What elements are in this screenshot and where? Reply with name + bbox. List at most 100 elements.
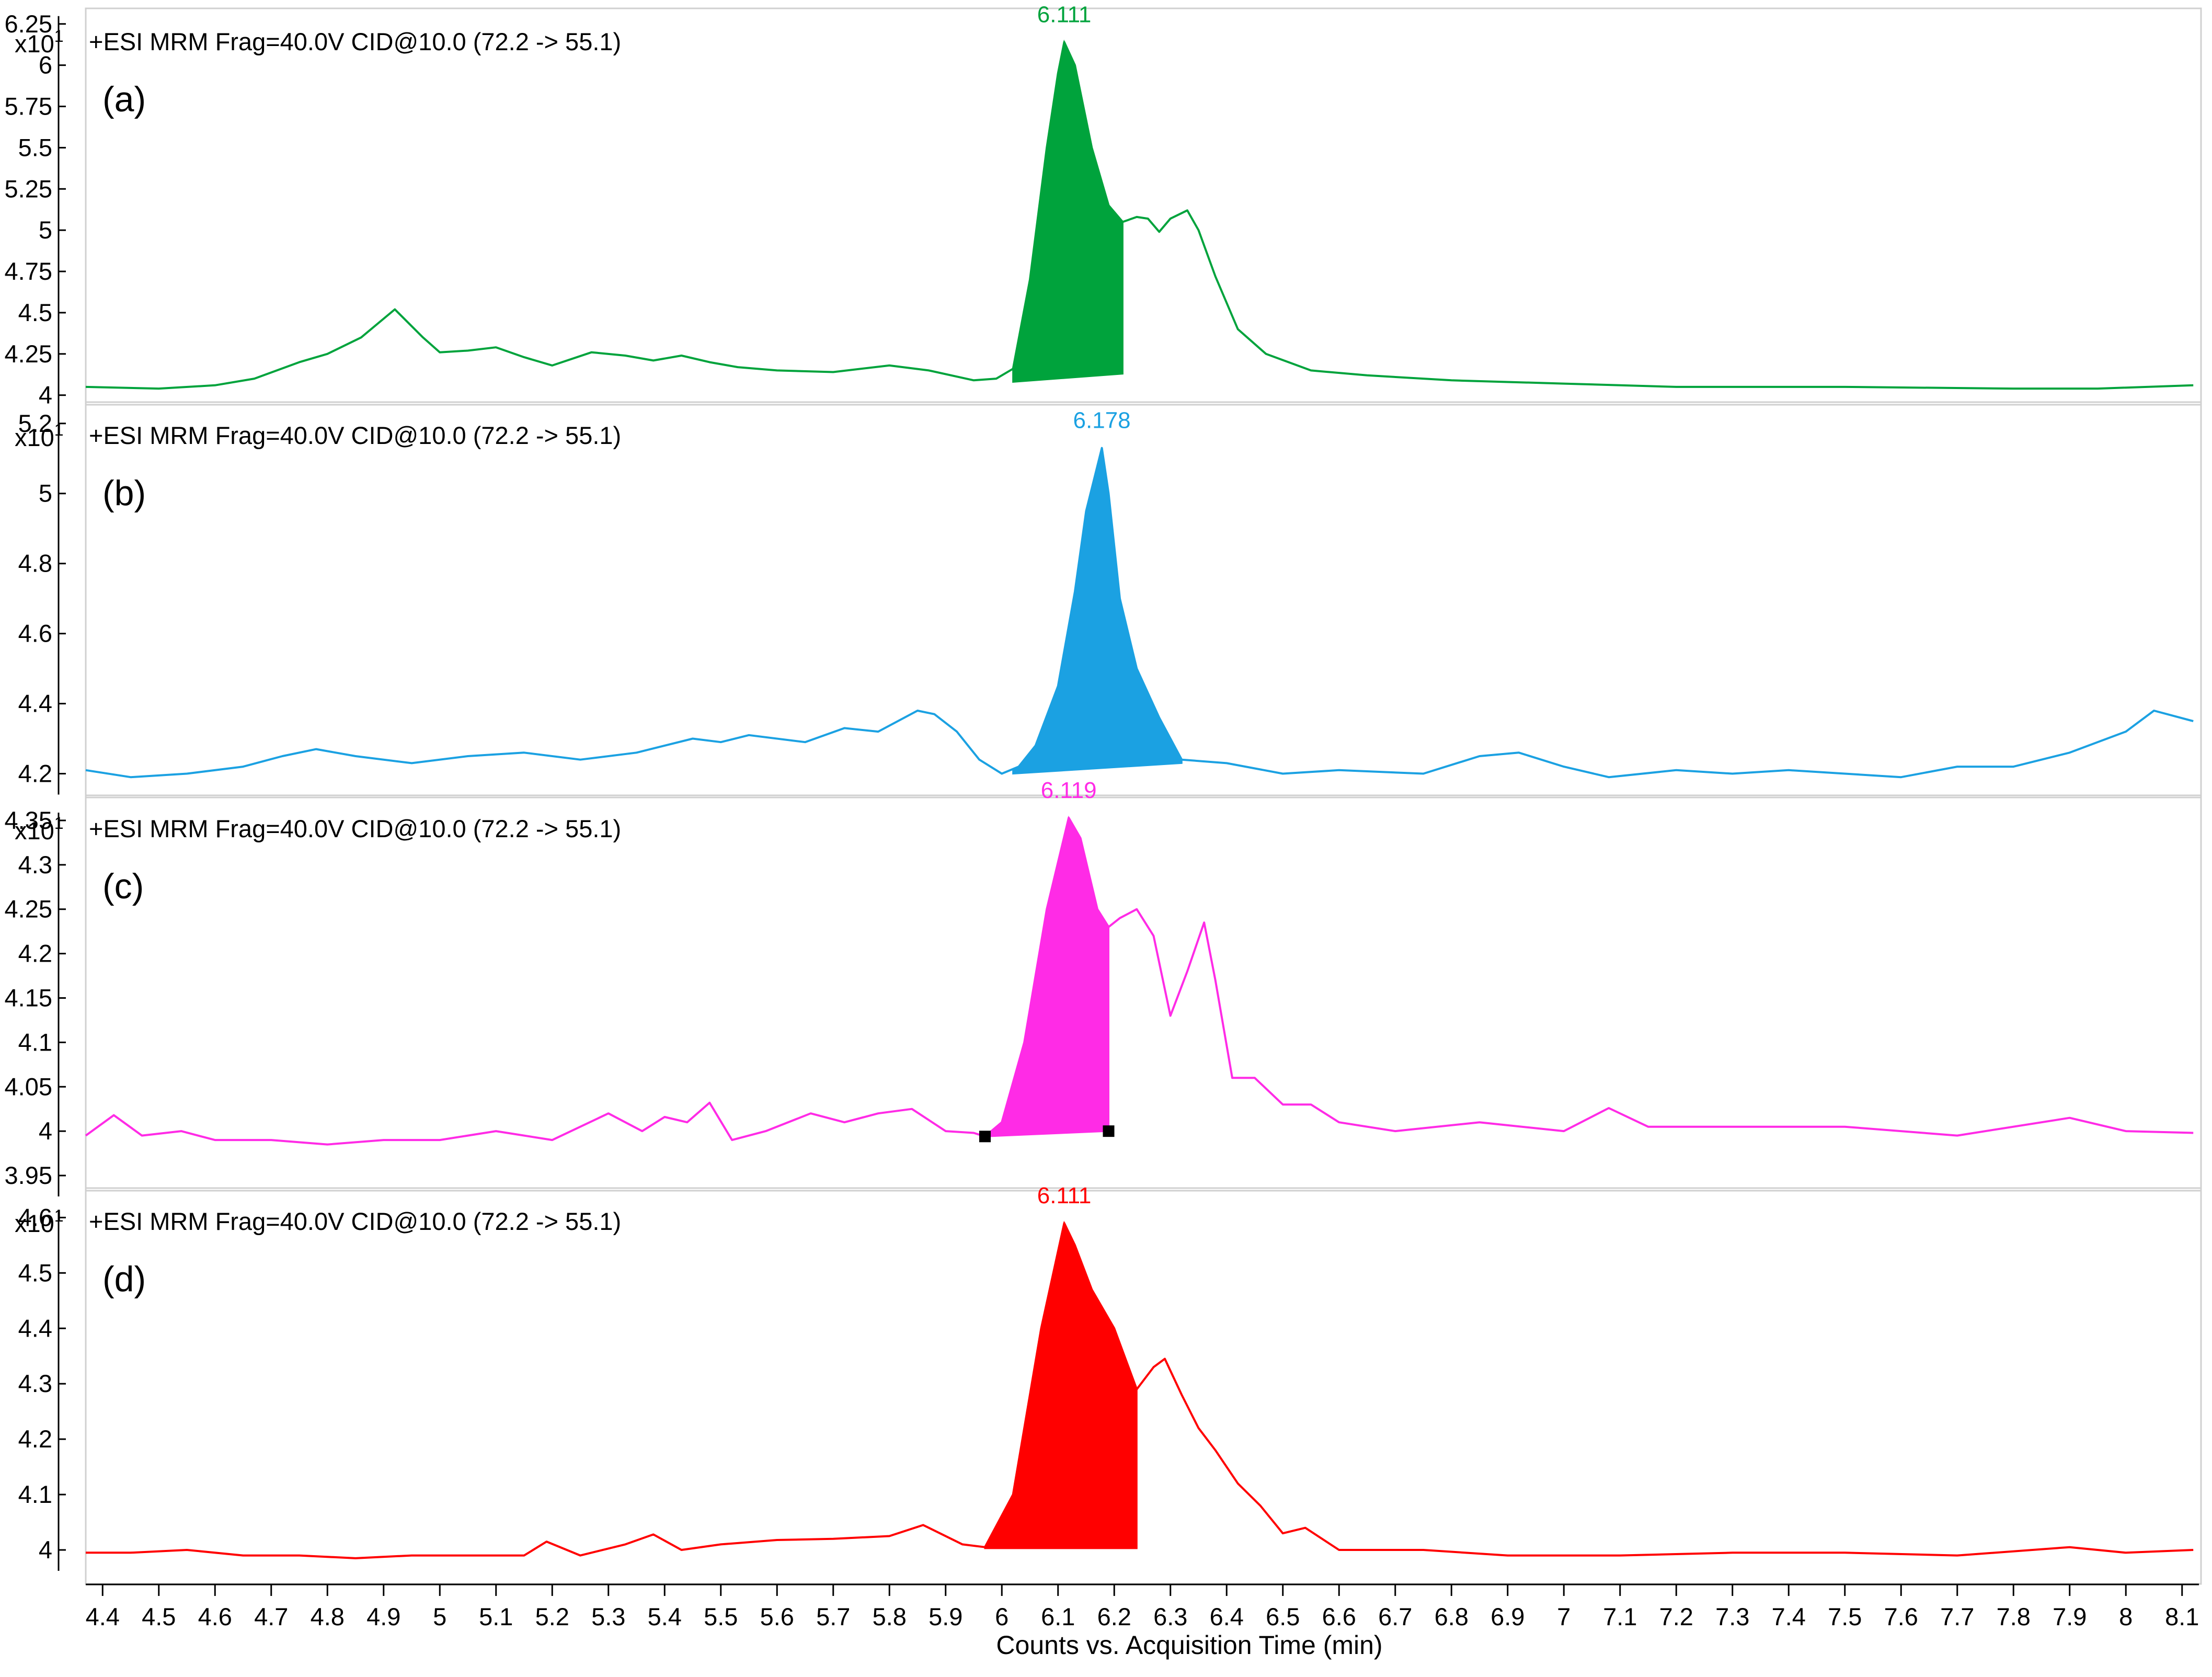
x-tick-label: 5.7 (816, 1603, 850, 1630)
x-tick-label: 7.8 (1997, 1603, 2031, 1630)
x-tick-label: 5 (433, 1603, 446, 1630)
scan-title: +ESI MRM Frag=40.0V CID@10.0 (72.2 -> 55… (89, 1207, 621, 1235)
panel-frame (85, 794, 2202, 1192)
chromatogram-trace (85, 447, 2194, 779)
panel-frame (85, 1187, 2202, 1585)
y-tick-label: 4.2 (18, 760, 52, 788)
x-axis-label: Counts vs. Acquisition Time (min) (996, 1630, 1382, 1660)
y-multiplier: x101 (15, 814, 64, 845)
y-tick-label: 5.25 (5, 175, 52, 202)
y-tick-label: 4.25 (5, 895, 52, 923)
x-tick-label: 6.9 (1491, 1603, 1525, 1630)
x-tick-label: 6.3 (1153, 1603, 1187, 1630)
x-tick-label: 7.5 (1828, 1603, 1862, 1630)
y-tick-label: 3.95 (5, 1161, 52, 1189)
x-tick-label: 6.8 (1435, 1603, 1469, 1630)
x-tick-label: 5.9 (929, 1603, 962, 1630)
y-multiplier-exponent: 1 (54, 814, 64, 832)
x-tick-label: 5.6 (760, 1603, 794, 1630)
x-tick-label: 7.4 (1772, 1603, 1806, 1630)
scan-title: +ESI MRM Frag=40.0V CID@10.0 (72.2 -> 55… (89, 28, 621, 55)
baseline-marker (1103, 1125, 1115, 1137)
y-tick-label: 4.75 (5, 257, 52, 285)
panel-label: (a) (102, 79, 146, 119)
y-tick-label: 4 (39, 381, 52, 409)
y-tick-label: 4.25 (5, 340, 52, 368)
x-tick-label: 7.2 (1659, 1603, 1693, 1630)
x-tick-label: 5.4 (648, 1603, 682, 1630)
peak-retention-label: 6.111 (1037, 2, 1092, 27)
integrated-peak-area (982, 815, 1109, 1137)
y-multiplier-base: x10 (15, 817, 54, 845)
y-tick-label: 4.4 (18, 690, 52, 717)
x-tick-label: 8.1 (2165, 1603, 2199, 1630)
x-tick-label: 7.6 (1884, 1603, 1918, 1630)
x-tick-label: 6.6 (1322, 1603, 1356, 1630)
y-tick-label: 4.5 (18, 299, 52, 326)
y-tick-label: 5.5 (18, 133, 52, 161)
y-tick-label: 6 (39, 51, 52, 79)
y-multiplier: x101 (15, 420, 64, 451)
scan-title: +ESI MRM Frag=40.0V CID@10.0 (72.2 -> 55… (89, 815, 621, 842)
x-tick-label: 6.7 (1378, 1603, 1412, 1630)
y-tick-label: 5.75 (5, 93, 52, 120)
y-tick-label: 4.3 (18, 1370, 52, 1397)
y-tick-label: 4.5 (18, 1259, 52, 1286)
y-multiplier-base: x10 (15, 1210, 54, 1237)
baseline-marker (979, 1131, 991, 1143)
x-tick-label: 7.7 (1940, 1603, 1974, 1630)
x-tick-label: 4.9 (366, 1603, 400, 1630)
y-tick-label: 4 (39, 1536, 52, 1564)
y-tick-label: 4.3 (18, 851, 52, 879)
peak-retention-label: 6.119 (1041, 778, 1097, 803)
panel-label: (c) (102, 866, 144, 906)
x-tick-label: 5.2 (535, 1603, 569, 1630)
x-tick-label: 6.5 (1266, 1603, 1300, 1630)
y-tick-label: 4 (39, 1117, 52, 1145)
x-tick-label: 7.9 (2053, 1603, 2087, 1630)
y-tick-label: 5 (39, 216, 52, 244)
y-tick-label: 4.6 (18, 1203, 52, 1231)
y-multiplier: x101 (15, 1206, 64, 1237)
panel-frame (85, 401, 2202, 798)
x-tick-label: 4.7 (254, 1603, 288, 1630)
y-multiplier-base: x10 (15, 30, 54, 58)
scan-title: +ESI MRM Frag=40.0V CID@10.0 (72.2 -> 55… (89, 421, 621, 449)
y-multiplier-base: x10 (15, 424, 54, 451)
y-multiplier-exponent: 1 (54, 27, 64, 45)
x-tick-label: 4.8 (311, 1603, 345, 1630)
y-tick-label: 4.2 (18, 1425, 52, 1453)
peak-retention-label: 6.111 (1037, 1183, 1092, 1208)
x-tick-label: 5.3 (591, 1603, 625, 1630)
x-tick-label: 6.2 (1097, 1603, 1131, 1630)
x-tick-label: 6.1 (1041, 1603, 1075, 1630)
x-tick-label: 5.5 (704, 1603, 738, 1630)
y-multiplier-exponent: 1 (54, 1206, 64, 1225)
y-tick-label: 4.1 (18, 1028, 52, 1056)
x-tick-label: 5.1 (479, 1603, 513, 1630)
integrated-peak-area (1012, 39, 1124, 383)
y-tick-label: 5 (39, 480, 52, 507)
x-tick-label: 8 (2119, 1603, 2133, 1630)
peak-retention-label: 6.178 (1073, 408, 1131, 433)
x-tick-label: 7.1 (1603, 1603, 1637, 1630)
x-tick-label: 4.5 (142, 1603, 176, 1630)
y-multiplier: x101 (15, 27, 64, 58)
x-tick-label: 7 (1557, 1603, 1571, 1630)
panel-label: (d) (102, 1259, 146, 1299)
panel-frame (85, 7, 2202, 406)
y-tick-label: 4.8 (18, 550, 52, 577)
integrated-peak-area (984, 1220, 1138, 1549)
chromatogram-trace (85, 41, 2194, 390)
x-tick-label: 6.4 (1210, 1603, 1244, 1630)
y-tick-label: 4.1 (18, 1480, 52, 1508)
chromatogram-trace (85, 816, 2194, 1146)
y-multiplier-exponent: 1 (54, 420, 64, 439)
integrated-peak-area (1012, 448, 1183, 775)
y-tick-label: 4.2 (18, 940, 52, 967)
